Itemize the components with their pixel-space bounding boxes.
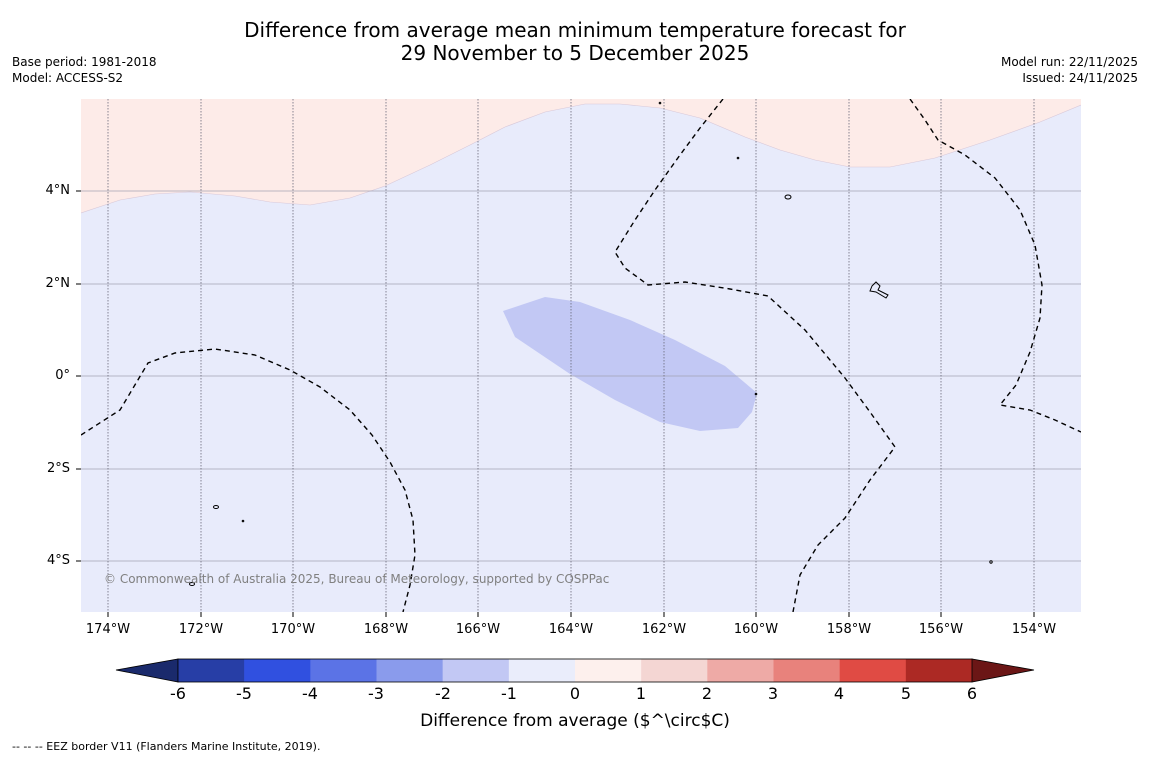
colorbar-high-extend (971, 658, 1035, 683)
colorbar-label-6: 6 (966, 684, 978, 703)
island-7 (989, 560, 993, 564)
meta-left: Base period: 1981-2018 Model: ACCESS-S2 (12, 54, 157, 86)
lon-label-168W: 168°W (363, 622, 409, 637)
map-title-line1: Difference from average mean minimum tem… (244, 18, 906, 42)
island-2 (869, 281, 889, 299)
colorbar-low-extend (115, 658, 179, 683)
lat-label-2S: 2°S (46, 461, 70, 476)
islands (189, 101, 993, 586)
eez-border-east (909, 99, 1081, 433)
colorbar-segment (442, 659, 510, 682)
lon-label-162W: 162°W (641, 622, 687, 637)
map-area (81, 99, 1081, 612)
copyright-text: © Commonwealth of Australia 2025, Bureau… (104, 572, 610, 586)
lon-label-174W: 174°W (85, 622, 131, 637)
lat-gridlines (81, 190, 1081, 562)
colorbar-segment (641, 659, 708, 682)
island-4 (189, 582, 195, 586)
colorbar-segment (508, 659, 576, 682)
colorbar-label-2: 2 (701, 684, 713, 703)
lon-label-166W: 166°W (455, 622, 501, 637)
colorbar-segment (376, 659, 443, 682)
eez-border-west (81, 348, 416, 612)
lon-gridlines (107, 99, 1035, 612)
eez-borders (81, 99, 1081, 612)
lat-label-4S: 4°S (46, 553, 70, 568)
issued-text: Issued: 24/11/2025 (1022, 71, 1138, 85)
colorbar-segment (839, 659, 907, 682)
colorbar-label-neg2: -2 (435, 684, 451, 703)
island-3 (213, 505, 219, 509)
lon-label-164W: 164°W (548, 622, 594, 637)
colorbar-title: Difference from average ($^\circ$C) (0, 711, 1150, 731)
lon-label-154W: 154°W (1011, 622, 1057, 637)
warm-anomaly-region (81, 99, 1081, 213)
colorbar-segment (773, 659, 840, 682)
lon-label-172W: 172°W (178, 622, 224, 637)
colorbar-label-5: 5 (900, 684, 912, 703)
lon-label-170W: 170°W (270, 622, 316, 637)
colorbar-segment (707, 659, 774, 682)
island-1 (784, 194, 792, 200)
map-title-line2: 29 November to 5 December 2025 (400, 41, 750, 65)
map-title: Difference from average mean minimum tem… (0, 19, 1150, 65)
lat-label-4N: 4°N (45, 183, 71, 198)
model-run-text: Model run: 22/11/2025 (1000, 55, 1138, 69)
island-8 (658, 101, 662, 105)
colorbar-title-text: Difference from average ($^\circ$C) (420, 711, 730, 731)
colorbar-label-neg3: -3 (368, 684, 384, 703)
colorbar-segment (310, 659, 377, 682)
eez-footnote: -- -- -- EEZ border V11 (Flanders Marine… (12, 740, 321, 753)
eez-border-central (614, 99, 896, 612)
lat-label-2N: 2°N (45, 276, 71, 291)
lon-label-160W: 160°W (733, 622, 779, 637)
colorbar-label-neg4: -4 (302, 684, 318, 703)
axis-ticks (76, 190, 1035, 617)
base-period-text: Base period: 1981-2018 (12, 55, 157, 69)
colorbar-segment (905, 659, 973, 682)
island-6 (736, 156, 740, 160)
model-text: Model: ACCESS-S2 (12, 71, 124, 85)
colorbar-label-0: 0 (569, 684, 581, 703)
colorbar-label-neg1: -1 (501, 684, 517, 703)
colorbar-segment (178, 659, 245, 682)
lon-label-158W: 158°W (826, 622, 872, 637)
colorbar-outline (177, 658, 973, 683)
colorbar-label-1: 1 (635, 684, 647, 703)
cool-anomaly-patch (503, 297, 757, 431)
colorbar-label-4: 4 (833, 684, 845, 703)
colorbar-segment (244, 659, 311, 682)
colorbar-label-neg5: -5 (236, 684, 252, 703)
colorbar-segment (575, 659, 642, 682)
colorbar-label-neg6: -6 (170, 684, 186, 703)
meta-right: Model run: 22/11/2025 Issued: 24/11/2025 (1001, 54, 1138, 86)
lon-label-156W: 156°W (918, 622, 964, 637)
warm-anomaly-edge (81, 103, 1081, 214)
lat-label-0: 0° (55, 368, 70, 383)
island-5 (241, 519, 245, 523)
colorbar-label-3: 3 (767, 684, 779, 703)
island-9 (754, 392, 758, 396)
colorbar-segments (178, 659, 973, 682)
colorbar (115, 658, 1035, 683)
